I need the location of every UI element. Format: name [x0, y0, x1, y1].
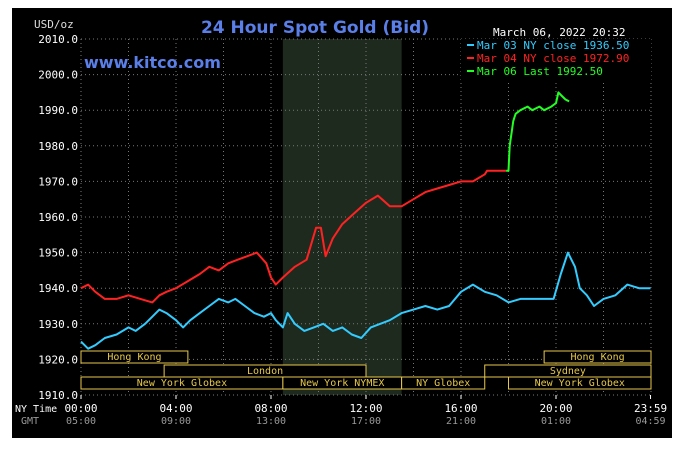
market-session-label: New York NYMEX [300, 378, 384, 389]
y-tick-label: 1960.0 [38, 211, 78, 224]
chart-title: 24 Hour Spot Gold (Bid) [201, 18, 429, 38]
timestamp: March 06, 2022 20:32 [493, 26, 625, 39]
ny-time-row-label: NY Time [15, 404, 57, 415]
legend-entry: Mar 04 NY close 1972.90 [477, 52, 629, 65]
y-tick-label: 1940.0 [38, 282, 78, 295]
x-tick-label-gmt: 21:00 [446, 416, 476, 427]
x-tick-label-ny: 00:00 [64, 402, 97, 415]
x-tick-label-ny: 12:00 [349, 402, 382, 415]
x-tick-label-ny: 04:00 [159, 402, 192, 415]
legend-entry: Mar 03 NY close 1936.50 [477, 39, 629, 52]
x-tick-label-gmt: 01:00 [541, 416, 571, 427]
y-tick-label: 1920.0 [38, 353, 78, 366]
x-tick-label-ny: 16:00 [444, 402, 477, 415]
y-tick-label: 1970.0 [38, 175, 78, 188]
series-line-mar-06 [506, 91, 570, 172]
nymex-session-shade [282, 39, 402, 395]
y-tick-label: 1910.0 [38, 389, 78, 402]
legend-entry: Mar 06 Last 1992.50 [477, 65, 603, 78]
market-session-label: New York Globex [137, 378, 227, 389]
market-session-label: NY Globex [416, 378, 470, 389]
series-line-mar-04 [80, 169, 507, 304]
market-session-box [401, 376, 486, 390]
x-tick-label-ny: 23:59 [634, 402, 667, 415]
market-session-label: Sydney [550, 366, 586, 377]
unit-label: USD/oz [34, 18, 74, 31]
x-tick-label-gmt: 04:59 [635, 416, 665, 427]
x-tick-label-gmt: 05:00 [66, 416, 96, 427]
y-tick-label: 1930.0 [38, 318, 78, 331]
market-session-label: London [247, 366, 283, 377]
y-tick-label: 2000.0 [38, 69, 78, 82]
market-session-box [543, 350, 652, 364]
x-tick-label-ny: 20:00 [539, 402, 572, 415]
x-tick-label-gmt: 09:00 [161, 416, 191, 427]
y-tick-label: 1990.0 [38, 104, 78, 117]
y-tick-label: 1980.0 [38, 140, 78, 153]
watermark-url: www.kitco.com [84, 53, 221, 72]
market-session-label: Hong Kong [570, 352, 624, 363]
gmt-row-label: GMT [21, 416, 39, 427]
market-session-box [508, 376, 652, 390]
legend-box [461, 39, 651, 83]
market-session-label: Hong Kong [107, 352, 161, 363]
x-tick-label-gmt: 17:00 [351, 416, 381, 427]
series-line-mar-03 [80, 251, 651, 350]
y-tick-label: 1950.0 [38, 247, 78, 260]
x-tick-label-gmt: 13:00 [256, 416, 286, 427]
y-tick-label: 2010.0 [38, 33, 78, 46]
market-session-label: New York Globex [535, 378, 625, 389]
market-session-box [80, 350, 189, 364]
x-tick-label-ny: 08:00 [254, 402, 287, 415]
